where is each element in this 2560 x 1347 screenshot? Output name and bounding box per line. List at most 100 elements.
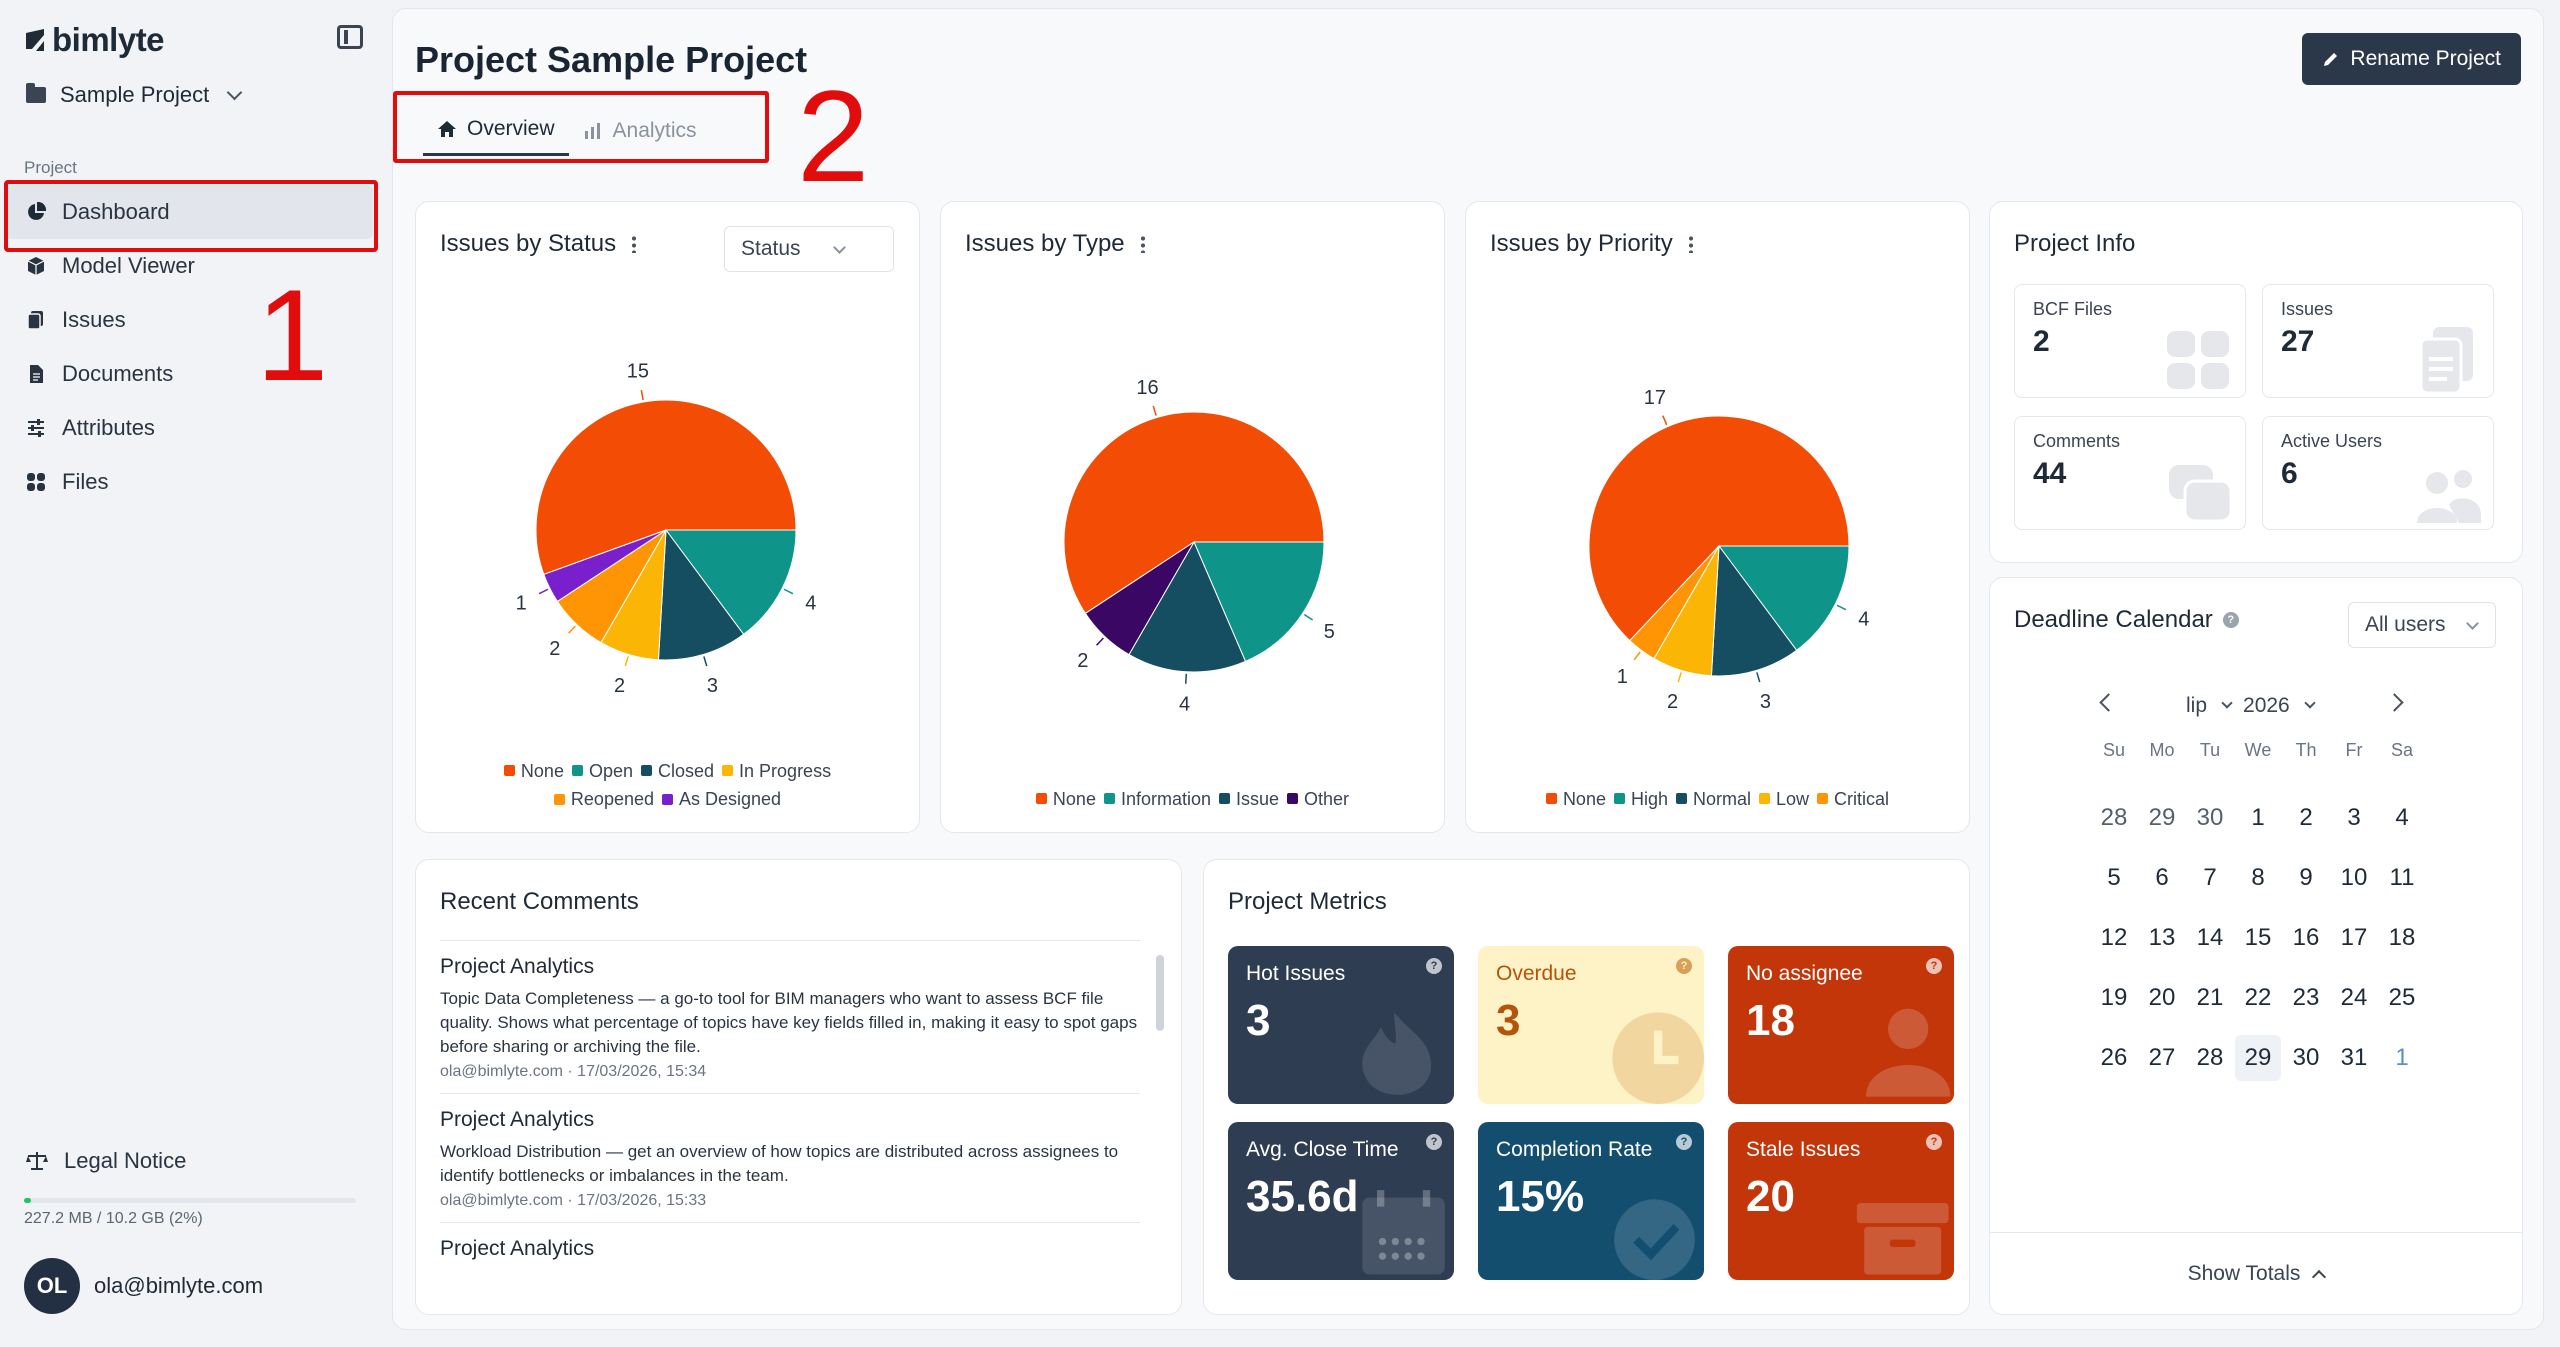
- calendar-day[interactable]: 2: [2282, 788, 2330, 848]
- scrollbar-thumb[interactable]: [1156, 955, 1164, 1031]
- legend-item[interactable]: None: [1035, 785, 1096, 813]
- legend-item[interactable]: None: [1545, 785, 1606, 813]
- legend-item[interactable]: In Progress: [722, 757, 831, 785]
- metric-tile-hot-issues[interactable]: Hot Issues 3?: [1228, 946, 1454, 1104]
- sidebar-item-attributes[interactable]: Attributes: [0, 401, 385, 455]
- list-item[interactable]: Project Analytics Workload Distribution …: [440, 1093, 1140, 1222]
- calendar-day[interactable]: 16: [2282, 908, 2330, 968]
- legend-item[interactable]: Reopened: [553, 785, 654, 813]
- sidebar-item-files[interactable]: Files: [0, 455, 385, 509]
- pie-slice-none[interactable]: [1063, 411, 1325, 615]
- active-users-tile[interactable]: Active Users 6: [2262, 416, 2494, 530]
- help-icon[interactable]: ?: [2222, 612, 2239, 628]
- metric-tile-overdue[interactable]: Overdue 3?: [1478, 946, 1704, 1104]
- project-selector[interactable]: Sample Project: [26, 82, 243, 108]
- calendar-user-filter[interactable]: All users: [2348, 602, 2496, 648]
- kebab-menu-icon[interactable]: [1688, 235, 1693, 253]
- help-icon[interactable]: ?: [1926, 1134, 1942, 1150]
- legend-item[interactable]: Closed: [641, 757, 714, 785]
- show-totals-button[interactable]: Show Totals: [1990, 1232, 2522, 1314]
- calendar-day[interactable]: 29: [2138, 788, 2186, 848]
- legend-item[interactable]: Critical: [1817, 785, 1889, 813]
- calendar-day[interactable]: 8: [2234, 848, 2282, 908]
- metric-tile-stale-issues[interactable]: Stale Issues 20?: [1728, 1122, 1954, 1280]
- metric-tile-avg-close-time[interactable]: Avg. Close Time 35.6d?: [1228, 1122, 1454, 1280]
- legend-item[interactable]: Open: [571, 757, 633, 785]
- calendar-day[interactable]: 20: [2138, 968, 2186, 1028]
- pie-slice-none[interactable]: [535, 399, 797, 576]
- legend-item[interactable]: Low: [1759, 785, 1809, 813]
- calendar-day[interactable]: 29: [2234, 1028, 2282, 1088]
- help-icon[interactable]: ?: [1676, 958, 1692, 974]
- calendar-day[interactable]: 5: [2090, 848, 2138, 908]
- rename-project-button[interactable]: Rename Project: [2302, 33, 2521, 85]
- legend-item[interactable]: Normal: [1676, 785, 1751, 813]
- calendar-day[interactable]: 6: [2138, 848, 2186, 908]
- status-filter-select[interactable]: Status: [724, 226, 894, 272]
- help-icon[interactable]: ?: [1426, 958, 1442, 974]
- legend-item[interactable]: Information: [1103, 785, 1211, 813]
- sidebar-item-model-viewer[interactable]: Model Viewer: [0, 239, 385, 293]
- metric-tile-no-assignee[interactable]: No assignee 18?: [1728, 946, 1954, 1104]
- calendar-day[interactable]: 31: [2330, 1028, 2378, 1088]
- calendar-day[interactable]: 27: [2138, 1028, 2186, 1088]
- calendar-day[interactable]: 13: [2138, 908, 2186, 968]
- calendar-day[interactable]: 28: [2186, 1028, 2234, 1088]
- sidebar-item-documents[interactable]: Documents: [0, 347, 385, 401]
- calendar-day[interactable]: 4: [2378, 788, 2426, 848]
- sidebar-collapse-icon[interactable]: [337, 25, 363, 49]
- legend-item[interactable]: Other: [1287, 785, 1349, 813]
- calendar-day[interactable]: 26: [2090, 1028, 2138, 1088]
- calendar-day[interactable]: 9: [2282, 848, 2330, 908]
- bcf-files-tile[interactable]: BCF Files 2: [2014, 284, 2246, 398]
- calendar-day[interactable]: 28: [2090, 788, 2138, 848]
- calendar-day[interactable]: 19: [2090, 968, 2138, 1028]
- pie-slice-none[interactable]: [1588, 415, 1850, 642]
- calendar-day[interactable]: 14: [2186, 908, 2234, 968]
- calendar-day[interactable]: 1: [2234, 788, 2282, 848]
- calendar-day[interactable]: 11: [2378, 848, 2426, 908]
- calendar-day[interactable]: 21: [2186, 968, 2234, 1028]
- calendar-day[interactable]: 23: [2282, 968, 2330, 1028]
- pie-slice-closed[interactable]: [657, 528, 745, 661]
- list-item[interactable]: Project Analytics Topic Data Completenes…: [440, 940, 1140, 1093]
- pie-slice-issue[interactable]: [1128, 540, 1247, 673]
- tab-overview[interactable]: Overview: [423, 109, 569, 156]
- pie-slice-critical[interactable]: [1629, 545, 1720, 660]
- kebab-menu-icon[interactable]: [1140, 235, 1145, 253]
- pie-slice-high[interactable]: [1718, 545, 1850, 651]
- user-menu[interactable]: OL ola@bimlyte.com: [24, 1258, 263, 1314]
- logo[interactable]: bimlyte: [24, 20, 165, 60]
- calendar-day[interactable]: 24: [2330, 968, 2378, 1028]
- sidebar-item-dashboard[interactable]: Dashboard: [6, 185, 373, 239]
- help-icon[interactable]: ?: [1926, 958, 1942, 974]
- calendar-day[interactable]: 22: [2234, 968, 2282, 1028]
- pie-slice-information[interactable]: [1193, 541, 1325, 663]
- calendar-day[interactable]: 25: [2378, 968, 2426, 1028]
- help-icon[interactable]: ?: [1426, 1134, 1442, 1150]
- legal-notice-link[interactable]: Legal Notice: [26, 1148, 186, 1174]
- calendar-day[interactable]: 7: [2186, 848, 2234, 908]
- calendar-day[interactable]: 12: [2090, 908, 2138, 968]
- legend-item[interactable]: None: [503, 757, 564, 785]
- chevron-left-icon[interactable]: [2099, 693, 2118, 712]
- calendar-day[interactable]: 3: [2330, 788, 2378, 848]
- issues-tile[interactable]: Issues 27: [2262, 284, 2494, 398]
- tab-analytics[interactable]: Analytics: [569, 109, 711, 156]
- calendar-day[interactable]: 30: [2186, 788, 2234, 848]
- list-item[interactable]: Project Analytics: [440, 1222, 1140, 1280]
- calendar-day[interactable]: 17: [2330, 908, 2378, 968]
- pie-slice-as-designed[interactable]: [543, 529, 667, 603]
- legend-item[interactable]: As Designed: [662, 785, 781, 813]
- calendar-day[interactable]: 10: [2330, 848, 2378, 908]
- sidebar-item-issues[interactable]: Issues: [0, 293, 385, 347]
- calendar-day[interactable]: 15: [2234, 908, 2282, 968]
- legend-item[interactable]: High: [1613, 785, 1668, 813]
- comments-tile[interactable]: Comments 44: [2014, 416, 2246, 530]
- pie-slice-normal[interactable]: [1710, 544, 1798, 677]
- calendar-day[interactable]: 18: [2378, 908, 2426, 968]
- calendar-day[interactable]: 30: [2282, 1028, 2330, 1088]
- kebab-menu-icon[interactable]: [632, 235, 637, 253]
- metric-tile-completion-rate[interactable]: Completion Rate 15%?: [1478, 1122, 1704, 1280]
- help-icon[interactable]: ?: [1676, 1134, 1692, 1150]
